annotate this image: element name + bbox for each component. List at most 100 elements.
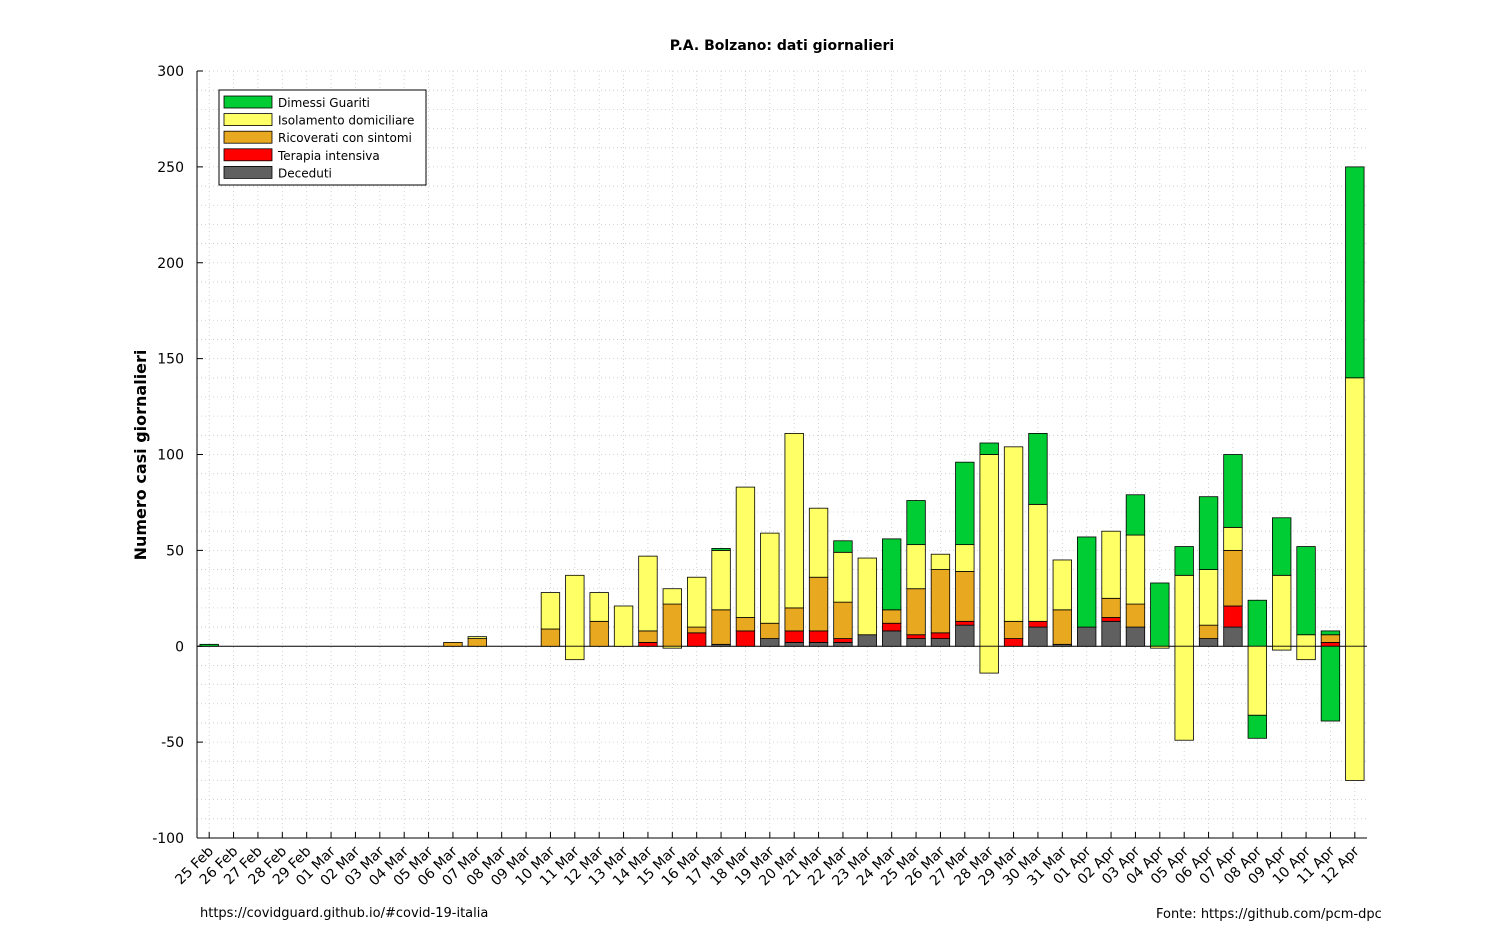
bar-segment bbox=[1198, 496, 1219, 570]
grid bbox=[197, 70, 1367, 839]
bar-segment bbox=[735, 630, 756, 647]
bar-segment bbox=[565, 574, 585, 647]
bar-segment-negative bbox=[1150, 645, 1170, 649]
bar-segment-negative bbox=[662, 645, 682, 649]
bar-segment bbox=[784, 630, 804, 643]
legend-swatch bbox=[223, 148, 273, 162]
bar-segment-negative bbox=[565, 645, 585, 661]
bar-segment bbox=[735, 617, 756, 632]
bar-segment bbox=[1198, 624, 1219, 639]
bar-segment bbox=[638, 630, 658, 643]
legend-swatch bbox=[223, 130, 273, 144]
bar-segment bbox=[882, 609, 902, 624]
bar-segment bbox=[882, 538, 902, 611]
bar-segment bbox=[1223, 549, 1243, 607]
bar-segment bbox=[808, 576, 829, 632]
bar-segment bbox=[808, 642, 829, 647]
bar-segment bbox=[1223, 626, 1243, 647]
bar-segment bbox=[1223, 605, 1243, 628]
bar-segment bbox=[1003, 446, 1024, 622]
bar-segment bbox=[1296, 634, 1316, 647]
bar-segment bbox=[1198, 569, 1219, 626]
legend-swatch bbox=[223, 95, 273, 109]
bar-segment-negative bbox=[1345, 645, 1365, 781]
bars bbox=[199, 166, 1365, 781]
bar-segment bbox=[687, 626, 707, 634]
bar-segment bbox=[662, 603, 682, 647]
bar-segment bbox=[979, 442, 999, 455]
footer-source: Fonte: https://github.com/pcm-dpc bbox=[1156, 907, 1382, 922]
bar-segment bbox=[1052, 559, 1072, 611]
y-tick-label: 0 bbox=[175, 639, 184, 655]
bar-segment bbox=[1125, 534, 1146, 605]
bar-segment bbox=[1003, 638, 1024, 647]
bar-segment-negative bbox=[1247, 714, 1267, 739]
y-tick-label: 250 bbox=[157, 160, 184, 176]
bar-segment bbox=[1174, 546, 1194, 576]
bar-segment bbox=[833, 551, 853, 603]
bar-segment bbox=[1223, 454, 1243, 528]
bar-segment bbox=[833, 642, 853, 647]
bar-segment bbox=[711, 549, 731, 611]
bar-segment bbox=[613, 605, 634, 647]
bar-segment bbox=[1101, 620, 1121, 647]
bar-segment-negative bbox=[1272, 645, 1292, 651]
y-tick-label: 150 bbox=[157, 352, 184, 368]
bar-segment bbox=[1247, 599, 1267, 647]
bar-segment-negative bbox=[1296, 645, 1316, 661]
bar-segment bbox=[467, 638, 487, 647]
bar-segment bbox=[711, 548, 731, 551]
bar-segment bbox=[1125, 603, 1146, 628]
bar-segment bbox=[1052, 609, 1072, 645]
bar-segment bbox=[638, 555, 658, 632]
bar-segment bbox=[1345, 166, 1365, 379]
bar-segment bbox=[589, 620, 609, 647]
bar-segment bbox=[955, 624, 975, 647]
bar-segment bbox=[1125, 626, 1146, 647]
bar-segment bbox=[443, 642, 463, 647]
bar-segment bbox=[906, 544, 926, 590]
bar-segment bbox=[1150, 582, 1170, 647]
bar-segment bbox=[979, 454, 999, 647]
bar-segment bbox=[857, 634, 877, 647]
y-tick-label: -50 bbox=[161, 735, 184, 751]
bar-segment bbox=[735, 486, 756, 618]
legend-label: Isolamento domiciliare bbox=[278, 114, 414, 128]
bar-segment bbox=[1174, 574, 1194, 647]
y-tick-label: 200 bbox=[157, 256, 184, 272]
legend-swatch bbox=[223, 113, 273, 126]
bar-segment bbox=[930, 569, 951, 634]
bar-segment bbox=[1345, 377, 1365, 647]
bar-segment bbox=[1223, 526, 1243, 551]
bar-segment bbox=[930, 638, 951, 647]
bar-segment bbox=[833, 638, 853, 643]
bar-segment bbox=[1125, 494, 1146, 536]
bar-segment bbox=[784, 607, 804, 632]
bar-segment-negative bbox=[1247, 645, 1267, 716]
bar-segment bbox=[687, 632, 707, 647]
bar-segment bbox=[906, 634, 926, 639]
bar-segment bbox=[711, 609, 731, 645]
bar-segment bbox=[784, 642, 804, 647]
bar-segment bbox=[930, 553, 951, 570]
bar-segment bbox=[1028, 626, 1048, 647]
bar-segment bbox=[808, 630, 829, 643]
bar-segment bbox=[955, 620, 975, 626]
bar-segment-negative bbox=[979, 645, 999, 674]
bar-segment-negative bbox=[1174, 645, 1194, 741]
bar-segment bbox=[1101, 530, 1121, 599]
bar-segment bbox=[808, 507, 829, 578]
legend-swatch bbox=[223, 165, 273, 179]
chart-title: P.A. Bolzano: dati giornalieri bbox=[670, 38, 894, 54]
bar-segment bbox=[882, 622, 902, 632]
bar-segment bbox=[1077, 626, 1097, 647]
bar-segment bbox=[833, 601, 853, 639]
bar-segment bbox=[1320, 642, 1341, 647]
bar-segment bbox=[955, 544, 975, 572]
bar-segment bbox=[906, 638, 926, 647]
legend-label: Deceduti bbox=[278, 166, 332, 180]
bar-segment bbox=[1320, 634, 1341, 643]
bar-segment bbox=[760, 638, 780, 647]
